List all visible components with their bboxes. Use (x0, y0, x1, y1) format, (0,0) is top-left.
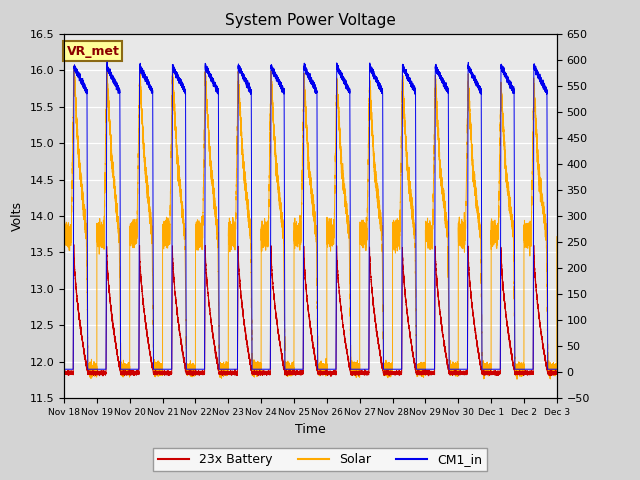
Title: System Power Voltage: System Power Voltage (225, 13, 396, 28)
Text: VR_met: VR_met (67, 45, 119, 58)
X-axis label: Time: Time (295, 423, 326, 436)
Legend: 23x Battery, Solar, CM1_in: 23x Battery, Solar, CM1_in (153, 448, 487, 471)
Y-axis label: Volts: Volts (11, 201, 24, 231)
